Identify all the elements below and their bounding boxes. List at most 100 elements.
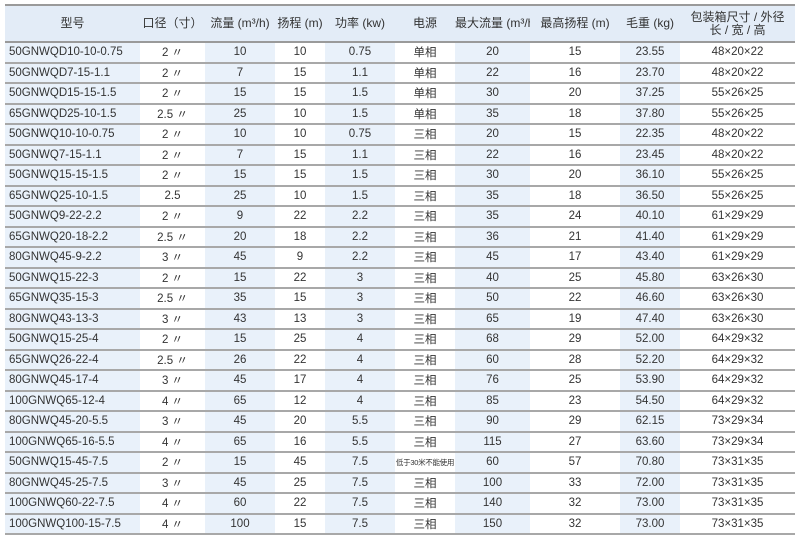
cell-flow: 25 [205, 185, 275, 207]
cell-flow: 10 [205, 42, 275, 64]
cell-power: 2.2 [325, 226, 395, 248]
cell-package-size: 63×26×30 [680, 308, 795, 330]
cell-head: 18 [275, 226, 325, 248]
cell-power: 3 [325, 308, 395, 330]
cell-diameter: 2 〃 [140, 62, 205, 84]
cell-power-supply: 三相 [395, 349, 455, 371]
cell-gross-weight: 47.40 [620, 308, 680, 330]
cell-max-head: 22 [530, 288, 620, 310]
cell-model: 100GNWQ65-12-4 [5, 390, 140, 412]
cell-package-size: 73×31×35 [680, 513, 795, 535]
table-row: 65GNWQ20-18-2.2 2.5 〃 20 18 2.2 三相 36 21 41.40 61… [5, 226, 795, 248]
cell-max-head: 20 [530, 83, 620, 105]
table-body: 50GNWQD10-10-0.75 2 〃 10 10 0.75 单相 20 15 23.55 4… [5, 42, 795, 535]
cell-max-head: 29 [530, 411, 620, 433]
cell-power-supply: 三相 [395, 411, 455, 433]
cell-max-head: 27 [530, 431, 620, 453]
cell-max-head: 16 [530, 144, 620, 166]
table-row: 80GNWQ43-13-3 3 〃 43 13 3 三相 65 19 47.40 63×26×30 [5, 308, 795, 330]
header-model: 型号 [5, 4, 140, 43]
cell-gross-weight: 52.00 [620, 329, 680, 351]
cell-max-head: 33 [530, 472, 620, 494]
table-row: 50GNWQ15-25-4 2 〃 15 25 4 三相 68 29 52.00 64×29×32 [5, 329, 795, 351]
cell-gross-weight: 23.45 [620, 144, 680, 166]
cell-model: 65GNWQ25-10-1.5 [5, 185, 140, 207]
cell-power: 1.5 [325, 165, 395, 187]
cell-max-head: 24 [530, 206, 620, 228]
cell-model: 80GNWQ45-20-5.5 [5, 411, 140, 433]
cell-diameter: 2.5 〃 [140, 226, 205, 248]
cell-max-flow: 35 [455, 206, 530, 228]
cell-package-size: 64×29×32 [680, 370, 795, 392]
cell-gross-weight: 37.80 [620, 103, 680, 125]
cell-model: 50GNWQ7-15-1.1 [5, 144, 140, 166]
cell-max-head: 28 [530, 349, 620, 371]
header-max-head: 最高扬程 (m) [530, 4, 620, 43]
cell-gross-weight: 46.60 [620, 288, 680, 310]
cell-package-size: 61×29×29 [680, 206, 795, 228]
cell-flow: 15 [205, 452, 275, 474]
cell-head: 17 [275, 370, 325, 392]
cell-max-head: 15 [530, 124, 620, 146]
cell-max-head: 17 [530, 247, 620, 269]
cell-head: 20 [275, 411, 325, 433]
cell-head: 15 [275, 144, 325, 166]
table-row: 65GNWQD25-10-1.5 2.5 〃 25 10 1.5 单相 35 18 37.80 5… [5, 103, 795, 125]
cell-model: 50GNWQD10-10-0.75 [5, 42, 140, 64]
table-row: 80GNWQ45-17-4 3 〃 45 17 4 三相 76 25 53.90 64×29×32 [5, 370, 795, 392]
cell-package-size: 48×20×22 [680, 124, 795, 146]
cell-flow: 45 [205, 247, 275, 269]
cell-gross-weight: 23.55 [620, 42, 680, 64]
cell-power-supply: 三相 [395, 308, 455, 330]
cell-flow: 20 [205, 226, 275, 248]
cell-power: 0.75 [325, 42, 395, 64]
cell-power: 5.5 [325, 411, 395, 433]
cell-flow: 65 [205, 390, 275, 412]
cell-head: 45 [275, 452, 325, 474]
cell-max-flow: 90 [455, 411, 530, 433]
cell-max-flow: 22 [455, 62, 530, 84]
cell-power: 7.5 [325, 493, 395, 515]
header-power: 功率 (kw) [325, 4, 395, 43]
cell-max-head: 57 [530, 452, 620, 474]
cell-power-supply: 单相 [395, 42, 455, 64]
cell-max-head: 23 [530, 390, 620, 412]
table-row: 100GNWQ60-22-7.5 4 〃 60 22 7.5 三相 140 32 73.00 73… [5, 493, 795, 515]
header-max-flow: 最大流量 (m³/h) [455, 4, 530, 43]
cell-max-flow: 60 [455, 452, 530, 474]
header-flow: 流量 (m³/h) [205, 4, 275, 43]
table-row: 50GNWQ7-15-1.1 2 〃 7 15 1.1 三相 22 16 23.45 48×20×… [5, 144, 795, 166]
cell-flow: 9 [205, 206, 275, 228]
cell-head: 25 [275, 472, 325, 494]
cell-max-flow: 85 [455, 390, 530, 412]
cell-flow: 45 [205, 411, 275, 433]
cell-power-supply: 三相 [395, 472, 455, 494]
cell-diameter: 3 〃 [140, 308, 205, 330]
cell-diameter: 2 〃 [140, 83, 205, 105]
cell-power: 3 [325, 267, 395, 289]
cell-head: 10 [275, 124, 325, 146]
cell-head: 22 [275, 493, 325, 515]
cell-max-head: 19 [530, 308, 620, 330]
pump-spec-table: 型号 口径（寸） 流量 (m³/h) 扬程 (m) 功率 (kw) 电源 最大流… [5, 4, 795, 535]
cell-package-size: 73×29×34 [680, 411, 795, 433]
cell-package-size: 63×26×30 [680, 267, 795, 289]
table-row: 65GNWQ26-22-4 2.5 〃 26 22 4 三相 60 28 52.20 64×29×… [5, 349, 795, 371]
cell-diameter: 4 〃 [140, 390, 205, 412]
cell-model: 50GNWQD15-15-1.5 [5, 83, 140, 105]
cell-head: 12 [275, 390, 325, 412]
cell-flow: 15 [205, 329, 275, 351]
cell-gross-weight: 37.25 [620, 83, 680, 105]
cell-max-flow: 30 [455, 83, 530, 105]
cell-flow: 35 [205, 288, 275, 310]
cell-diameter: 2.5 〃 [140, 103, 205, 125]
cell-gross-weight: 40.10 [620, 206, 680, 228]
cell-diameter: 3 〃 [140, 411, 205, 433]
cell-head: 15 [275, 83, 325, 105]
cell-head: 16 [275, 431, 325, 453]
table-row: 50GNWQ10-10-0.75 2 〃 10 10 0.75 三相 20 15 22.35 48… [5, 124, 795, 146]
cell-power: 5.5 [325, 431, 395, 453]
cell-max-flow: 22 [455, 144, 530, 166]
table-row: 50GNWQ9-22-2.2 2 〃 9 22 2.2 三相 35 24 40.10 61×29×… [5, 206, 795, 228]
table-row: 65GNWQ25-10-1.5 2.5 25 10 1.5 三相 35 18 36.50 55×2… [5, 185, 795, 207]
